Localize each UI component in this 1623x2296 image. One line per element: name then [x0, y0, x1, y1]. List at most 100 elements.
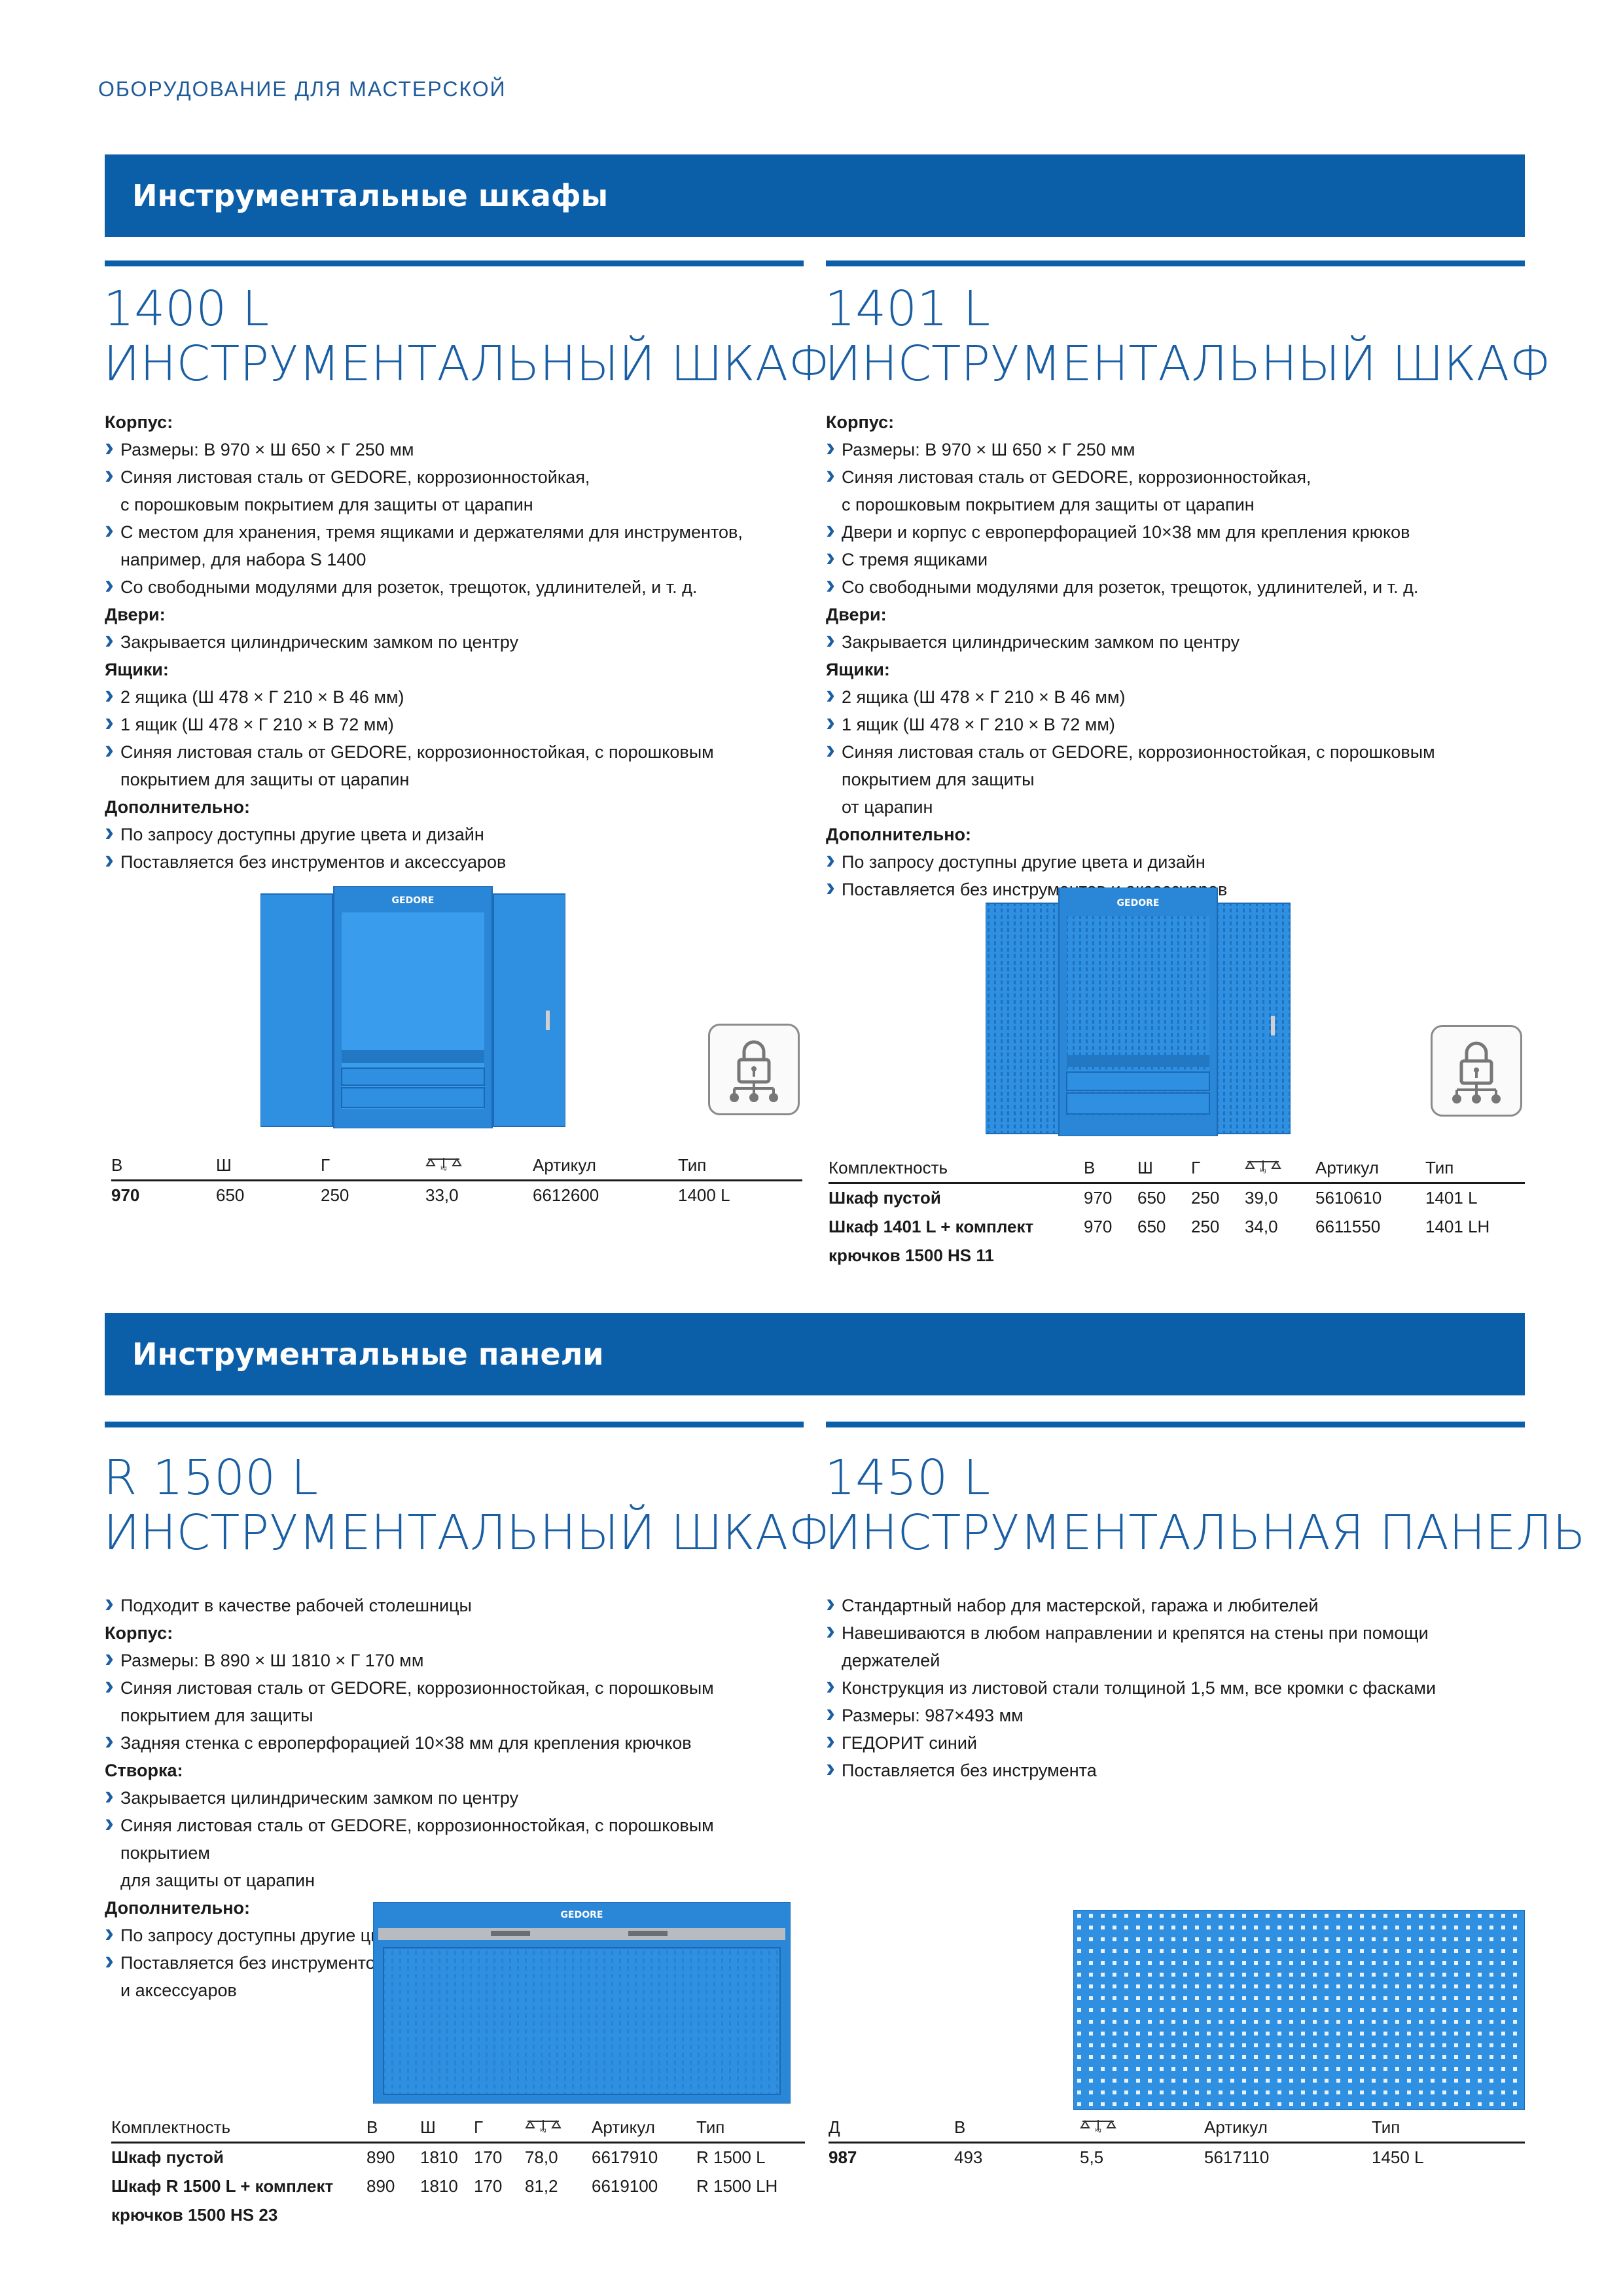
col-header: Г — [1191, 1153, 1245, 1184]
svg-text:kg: kg — [1260, 1168, 1266, 1174]
feature-heading: Ящики: — [826, 660, 890, 679]
lock-icon — [708, 1024, 800, 1115]
feature-item: Поставляется без инструментов — [105, 1946, 798, 1977]
feature-item: С тремя ящиками — [826, 543, 1520, 573]
col-header: Артикул — [1204, 2113, 1372, 2144]
cell: 170 — [474, 2147, 503, 2167]
table-row: крючков 1500 HS 11 — [829, 1244, 1525, 1273]
running-header: ОБОРУДОВАНИЕ ДЛЯ МАСТЕРСКОЙ — [98, 77, 507, 101]
product-rule — [105, 1422, 804, 1427]
tool-panel-image — [1073, 1910, 1525, 2110]
cell: Шкаф пустой — [829, 1188, 941, 1208]
product-rule — [826, 1422, 1525, 1427]
feature-item-cont: от царапин — [842, 797, 933, 817]
col-header: В — [366, 2113, 420, 2144]
weight-icon: kg — [425, 1151, 533, 1181]
feature-item: Размеры: 987×493 мм — [826, 1699, 1520, 1729]
cell: 170 — [474, 2176, 503, 2196]
cell: 650 — [216, 1185, 245, 1205]
feature-heading: Ящики: — [105, 660, 169, 679]
product-name: ИНСТРУМЕНТАЛЬНЫЙ ШКАФ — [825, 336, 1552, 392]
cell: 6612600 — [533, 1185, 599, 1205]
feature-item: Синяя листовая сталь от GEDORE, коррозио… — [105, 1809, 798, 1867]
cell: 970 — [111, 1185, 140, 1205]
feature-item: По запросу доступны другие цвета и дизай… — [105, 818, 798, 848]
feature-item: Синяя листовая сталь от GEDORE, коррозио… — [826, 461, 1520, 491]
cell: 970 — [1084, 1188, 1113, 1208]
cell: Шкаф R 1500 L + комплект — [111, 2176, 334, 2196]
col-header: Тип — [696, 2113, 805, 2144]
col-header: Д — [829, 2113, 954, 2144]
feature-heading: Двери: — [826, 605, 887, 624]
col-header: Комплектность — [829, 1153, 1084, 1184]
feature-item: 2 ящика (Ш 478 × Г 210 × В 46 мм) — [826, 681, 1520, 711]
col-header: Комплектность — [111, 2113, 366, 2144]
col-header: Ш — [1137, 1153, 1191, 1184]
spec-table-1450: Д В kg Артикул Тип 987 493 5,5 5617110 1… — [829, 2113, 1525, 2175]
col-header: Артикул — [1315, 1153, 1425, 1184]
col-header: Ш — [420, 2113, 474, 2144]
cell: R 1500 LH — [696, 2176, 778, 2196]
feature-item: По запросу доступны другие цвета и дизай… — [826, 846, 1520, 876]
feature-item: 1 ящик (Ш 478 × Г 210 × В 72 мм) — [105, 708, 798, 738]
feature-item: Конструкция из листовой стали толщиной 1… — [826, 1672, 1520, 1702]
cell: 1401 LH — [1425, 1217, 1490, 1236]
cell: 6619100 — [592, 2176, 658, 2196]
feature-heading: Корпус: — [105, 412, 173, 432]
cell: 34,0 — [1245, 1217, 1278, 1236]
col-header: В — [1084, 1153, 1137, 1184]
cell: 250 — [321, 1185, 349, 1205]
feature-list: Стандартный набор для мастерской, гаража… — [826, 1589, 1520, 1784]
section-banner-panels: Инструментальные панели — [105, 1313, 1525, 1395]
svg-text:kg: kg — [1095, 2127, 1101, 2133]
product-code: 1401 L — [825, 281, 991, 337]
cell: 81,2 — [525, 2176, 558, 2196]
cell: 1810 — [420, 2176, 458, 2196]
product-name: ИНСТРУМЕНТАЛЬНЫЙ ШКАФ — [103, 336, 830, 392]
cell: 1401 L — [1425, 1188, 1478, 1208]
feature-item-cont: для защиты от царапин — [120, 1871, 315, 1890]
cell: 650 — [1137, 1188, 1166, 1208]
col-header: В — [111, 1151, 216, 1181]
cabinet-1401-image: GEDORE — [986, 888, 1291, 1136]
cell: 987 — [829, 2147, 857, 2167]
feature-item: Навешиваются в любом направлении и крепя… — [826, 1617, 1520, 1674]
cell: Шкаф 1401 L + комплект — [829, 1217, 1034, 1236]
product-name: ИНСТРУМЕНТАЛЬНАЯ ПАНЕЛЬ — [825, 1505, 1586, 1561]
feature-item: Поставляется без инструмента — [826, 1754, 1520, 1784]
feature-item: Размеры: В 970 × Ш 650 × Г 250 мм — [826, 433, 1520, 463]
feature-item: ГЕДОРИТ синий — [826, 1727, 1520, 1757]
spec-table-1401: Комплектность В Ш Г kg Артикул Тип Шкаф … — [829, 1153, 1525, 1273]
cell: 5610610 — [1315, 1188, 1382, 1208]
lock-icon — [1431, 1025, 1522, 1117]
cell: Шкаф пустой — [111, 2147, 224, 2167]
feature-item: Закрывается цилиндрическим замком по цен… — [105, 626, 798, 656]
cabinet-1400-image: GEDORE — [260, 886, 565, 1128]
cell: 650 — [1137, 1217, 1166, 1236]
feature-item: Синяя листовая сталь от GEDORE, коррозио… — [105, 736, 798, 766]
feature-item-cont: например, для набора S 1400 — [120, 550, 366, 569]
spec-table-r1500: Комплектность В Ш Г kg Артикул Тип Шкаф … — [111, 2113, 805, 2233]
cell: крючков 1500 HS 11 — [829, 1246, 994, 1265]
cell: 250 — [1191, 1188, 1220, 1208]
feature-list: Корпус: Размеры: В 970 × Ш 650 × Г 250 м… — [826, 408, 1520, 903]
col-header: Тип — [1372, 2113, 1525, 2144]
feature-item: Синяя листовая сталь от GEDORE, коррозио… — [105, 1672, 798, 1729]
feature-heading: Двери: — [105, 605, 166, 624]
feature-item: Подходит в качестве рабочей столешницы — [105, 1589, 798, 1619]
feature-heading: Дополнительно: — [826, 825, 972, 844]
table-row: крючков 1500 HS 23 — [111, 2204, 805, 2233]
table-row: Шкаф R 1500 L + комплект 890 1810 170 81… — [111, 2175, 805, 2204]
col-header: Артикул — [533, 1151, 678, 1181]
section-banner-cabinets: Инструментальные шкафы — [105, 154, 1525, 237]
product-name: ИНСТРУМЕНТАЛЬНЫЙ ШКАФ — [103, 1505, 830, 1561]
table-row: 970 650 250 33,0 6612600 1400 L — [111, 1181, 802, 1213]
cell: 890 — [366, 2147, 395, 2167]
feature-heading: Корпус: — [826, 412, 895, 432]
spec-table-1400: В Ш Г kg Артикул Тип 970 650 250 33,0 66… — [111, 1151, 802, 1213]
product-code: 1450 L — [825, 1450, 991, 1506]
feature-item: Размеры: В 970 × Ш 650 × Г 250 мм — [105, 433, 798, 463]
cabinet-r1500-image: GEDORE — [373, 1902, 791, 2104]
feature-item-cont: и аксессуаров — [120, 1981, 237, 2000]
cell: 1400 L — [678, 1185, 730, 1205]
